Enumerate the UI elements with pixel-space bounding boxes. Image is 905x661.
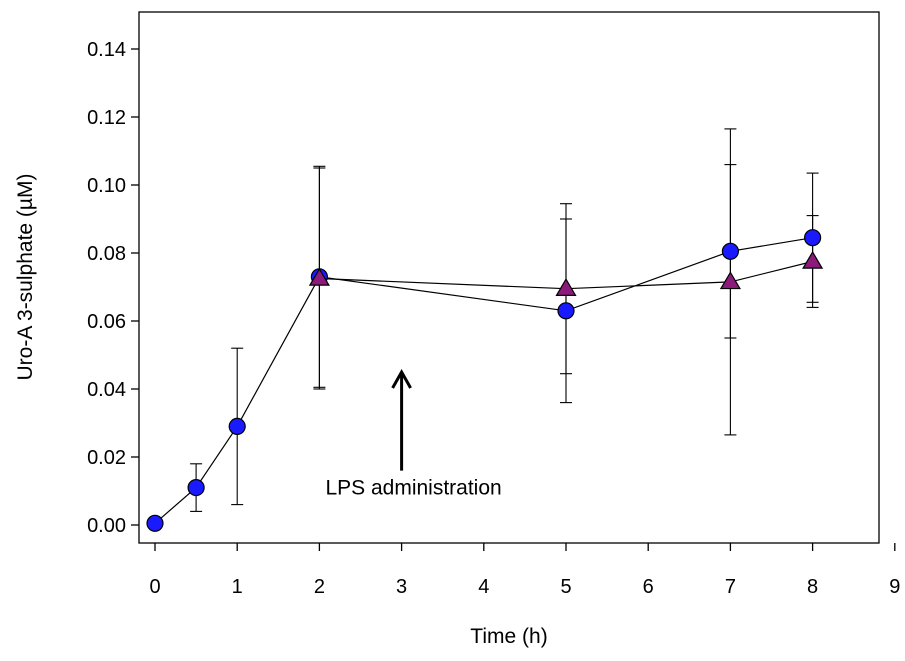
y-tick-label: 0.02: [87, 447, 126, 469]
data-point-triangle: [719, 271, 741, 290]
series-markers: [146, 229, 824, 532]
x-tick-label: 1: [232, 576, 243, 598]
data-point-circle: [721, 242, 740, 260]
x-tick-label: 9: [889, 576, 900, 598]
lps-arrow-head-icon: [391, 368, 412, 389]
y-tick-label: 0.04: [87, 379, 126, 401]
plot-frame: [138, 11, 880, 544]
x-tick-label: 3: [396, 576, 407, 598]
x-axis: 0 1 2 3 4 5 6 7 8 9: [149, 543, 900, 598]
x-tick-label: 8: [807, 576, 818, 598]
y-tick-label: 0.12: [87, 107, 126, 129]
data-point-circle: [557, 302, 575, 320]
data-point-circle: [187, 479, 205, 497]
x-tick-label: 7: [725, 576, 736, 598]
y-tick-label: 0.14: [87, 39, 126, 61]
data-point-circle: [146, 514, 164, 532]
data-point-circle: [803, 229, 822, 247]
x-tick-label: 2: [314, 576, 325, 598]
data-point-triangle: [802, 250, 824, 269]
y-tick-label: 0.00: [87, 515, 126, 537]
annotation: LPS administration: [325, 368, 502, 500]
lps-annotation-label: LPS administration: [325, 477, 501, 500]
x-tick-label: 0: [149, 576, 160, 598]
x-tick-label: 5: [560, 576, 571, 598]
y-tick-label: 0.10: [87, 175, 126, 197]
x-axis-title: Time (h): [470, 625, 547, 648]
y-tick-label: 0.06: [87, 311, 126, 333]
x-tick-label: 6: [643, 576, 654, 598]
series-line-2: [319, 260, 813, 290]
error-bars: [190, 128, 819, 512]
data-point-triangle: [555, 278, 577, 296]
y-tick-label: 0.08: [87, 243, 126, 265]
data-point-circle: [228, 417, 246, 435]
data-point-triangle: [308, 267, 330, 286]
y-axis: 0.00 0.02 0.04 0.06 0.08 0.10 0.12 0.14: [87, 39, 139, 537]
y-axis-title: Uro-A 3-sulphate (µM): [14, 174, 37, 381]
x-tick-label: 4: [478, 576, 489, 598]
